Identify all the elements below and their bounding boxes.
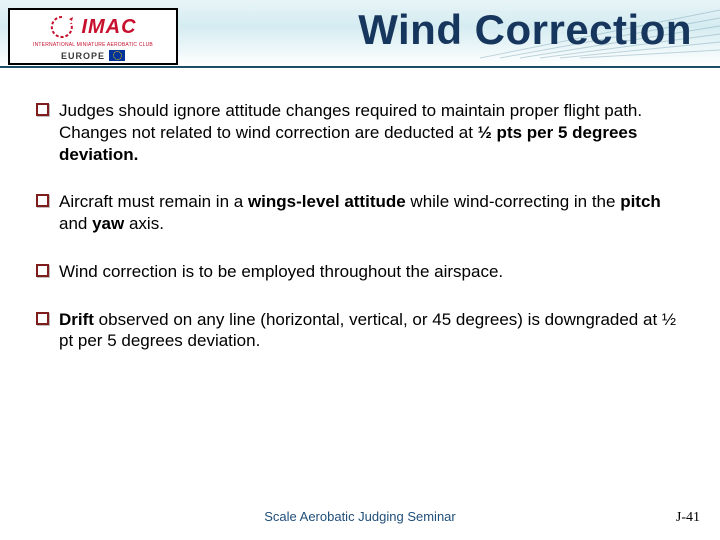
footer-page-number: J-41 <box>676 510 700 526</box>
bullet-item: Wind correction is to be employed throug… <box>36 261 684 283</box>
checkbox-bullet-icon <box>36 194 49 207</box>
eu-flag-icon <box>109 50 125 61</box>
logo-top-row: IMAC <box>49 14 136 40</box>
checkbox-bullet-icon <box>36 264 49 277</box>
logo-swirl-icon <box>49 14 75 40</box>
bullet-text: Judges should ignore attitude changes re… <box>59 100 684 165</box>
checkbox-bullet-icon <box>36 312 49 325</box>
logo-main-text: IMAC <box>81 16 136 39</box>
bullet-text: Aircraft must remain in a wings-level at… <box>59 191 684 235</box>
content-area: Judges should ignore attitude changes re… <box>36 100 684 378</box>
checkbox-bullet-icon <box>36 103 49 116</box>
bullet-item: Judges should ignore attitude changes re… <box>36 100 684 165</box>
logo-sub-text: INTERNATIONAL MINIATURE AEROBATIC CLUB <box>33 42 153 48</box>
logo: IMAC INTERNATIONAL MINIATURE AEROBATIC C… <box>8 8 178 65</box>
bullet-text: Wind correction is to be employed throug… <box>59 261 503 283</box>
bullet-text: Drift observed on any line (horizontal, … <box>59 309 684 353</box>
logo-frame: IMAC INTERNATIONAL MINIATURE AEROBATIC C… <box>8 8 178 65</box>
footer-seminar-text: Scale Aerobatic Judging Seminar <box>0 509 720 524</box>
bullet-item: Drift observed on any line (horizontal, … <box>36 309 684 353</box>
page-title: Wind Correction <box>358 6 692 54</box>
logo-region-row: EUROPE <box>61 50 125 61</box>
bullet-item: Aircraft must remain in a wings-level at… <box>36 191 684 235</box>
logo-region-text: EUROPE <box>61 51 105 61</box>
